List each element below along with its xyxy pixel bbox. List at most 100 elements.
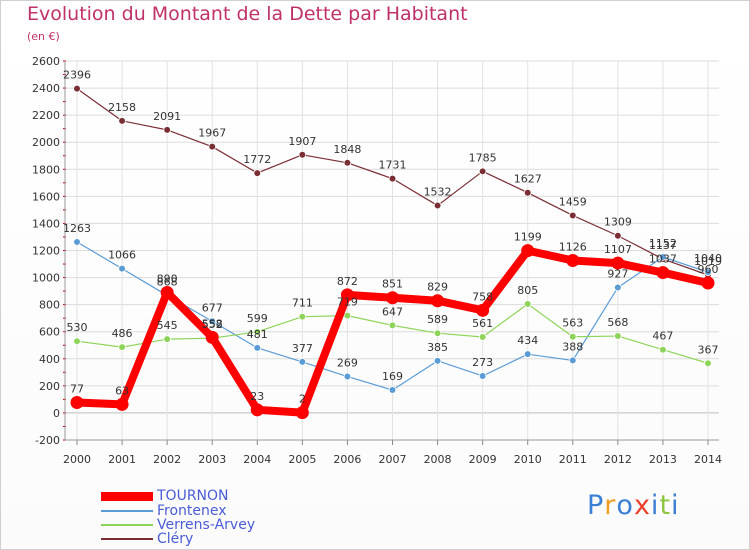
data-point xyxy=(70,396,84,410)
data-label: 890 xyxy=(157,272,178,285)
data-label: 758 xyxy=(472,290,493,303)
data-point xyxy=(298,312,307,321)
legend-item-frontenex[interactable]: Frontenex xyxy=(101,504,227,518)
x-tick-label: 2012 xyxy=(604,453,632,466)
x-tick-label: 2001 xyxy=(108,453,136,466)
data-label: 2 xyxy=(299,393,306,406)
data-point xyxy=(163,335,171,343)
data-label: 530 xyxy=(67,321,88,334)
data-point xyxy=(295,406,309,420)
data-point xyxy=(73,84,81,93)
data-label: 561 xyxy=(472,317,493,330)
data-label: 589 xyxy=(427,313,448,326)
data-label: 805 xyxy=(517,284,538,297)
data-label: 1309 xyxy=(604,216,632,229)
data-point xyxy=(566,254,580,268)
data-label: 367 xyxy=(698,343,719,356)
data-label: 1627 xyxy=(514,173,542,186)
data-label: 1459 xyxy=(559,195,587,208)
y-tick-label: -200 xyxy=(35,434,60,447)
data-point xyxy=(704,359,712,368)
data-label: 23 xyxy=(250,390,264,403)
data-point xyxy=(478,333,487,341)
data-label: 385 xyxy=(427,341,448,354)
grid-lines xyxy=(65,60,719,441)
data-label: 1263 xyxy=(63,222,91,235)
data-point xyxy=(614,283,622,292)
data-label: 599 xyxy=(247,312,268,325)
data-label: 467 xyxy=(652,330,673,343)
logo-letter: i xyxy=(650,490,660,521)
y-tick-label: 2200 xyxy=(32,109,60,122)
legend-item-tournon[interactable]: TOURNON xyxy=(101,489,229,503)
data-label: 2396 xyxy=(63,69,91,82)
data-point xyxy=(73,238,81,246)
data-point xyxy=(343,372,352,381)
data-label: 872 xyxy=(337,275,358,288)
data-point xyxy=(160,285,174,299)
data-label: 2091 xyxy=(153,110,181,123)
x-tick-label: 2014 xyxy=(694,453,722,466)
data-point xyxy=(659,253,667,261)
data-point xyxy=(568,332,577,341)
legend-item-clery[interactable]: Cléry xyxy=(101,532,193,546)
legend-label: Frontenex xyxy=(157,503,227,519)
y-tick-label: 1800 xyxy=(32,163,60,176)
data-point xyxy=(343,158,352,167)
data-label: 1848 xyxy=(333,143,361,156)
data-point xyxy=(431,294,445,308)
data-point xyxy=(523,188,532,197)
data-label: 169 xyxy=(382,370,403,383)
x-tick-label: 2005 xyxy=(288,453,316,466)
y-tick-label: 800 xyxy=(39,299,60,312)
data-point xyxy=(115,397,129,411)
y-tick-label: 2400 xyxy=(32,82,60,95)
data-label: 545 xyxy=(157,319,178,332)
x-tick-label: 2010 xyxy=(514,453,542,466)
data-label: 851 xyxy=(382,278,403,291)
data-point xyxy=(433,329,442,338)
data-label: 1126 xyxy=(559,241,587,254)
chart-subtitle: (en €) xyxy=(27,30,60,43)
y-tick-label: 1400 xyxy=(32,217,60,230)
x-tick-label: 2011 xyxy=(559,453,587,466)
data-label: 77 xyxy=(70,383,84,396)
data-point xyxy=(433,201,442,210)
data-point xyxy=(253,169,262,177)
legend-item-verrens-arvey[interactable]: Verrens-Arvey xyxy=(101,518,255,532)
legend-label: TOURNON xyxy=(157,488,229,504)
data-point xyxy=(478,167,487,176)
data-label: 960 xyxy=(698,263,719,276)
data-point xyxy=(118,264,126,273)
x-tick-label: 2013 xyxy=(649,453,677,466)
x-tick-label: 2000 xyxy=(63,453,91,466)
legend-swatch-frontenex xyxy=(101,510,153,512)
y-tick-label: 1000 xyxy=(32,272,60,285)
legend-label: Verrens-Arvey xyxy=(157,517,256,533)
x-tick-label: 2002 xyxy=(153,453,181,466)
data-label: 1967 xyxy=(198,127,226,140)
legend-swatch-tournon xyxy=(101,491,153,501)
data-label: 1152 xyxy=(649,237,677,250)
data-label: 719 xyxy=(337,296,358,309)
logo-letter: P xyxy=(587,490,605,521)
legend-swatch-clery xyxy=(101,538,153,540)
data-label: 647 xyxy=(382,305,403,318)
logo-letter: i xyxy=(671,490,680,521)
data-point xyxy=(656,266,670,280)
data-label: 677 xyxy=(202,301,223,314)
logo-letter: o xyxy=(616,490,634,521)
data-label: 2158 xyxy=(108,101,136,114)
data-label: 388 xyxy=(562,340,583,353)
data-label: 1107 xyxy=(604,243,632,256)
data-point xyxy=(386,291,399,305)
data-point xyxy=(208,317,217,326)
data-point xyxy=(253,328,262,336)
data-label: 1066 xyxy=(108,249,136,262)
data-point xyxy=(433,357,442,365)
legend-swatch-verrens-arvey xyxy=(101,524,153,526)
data-label: 552 xyxy=(202,318,223,331)
logo-letter: t xyxy=(659,490,672,521)
data-label: 1532 xyxy=(424,186,452,199)
